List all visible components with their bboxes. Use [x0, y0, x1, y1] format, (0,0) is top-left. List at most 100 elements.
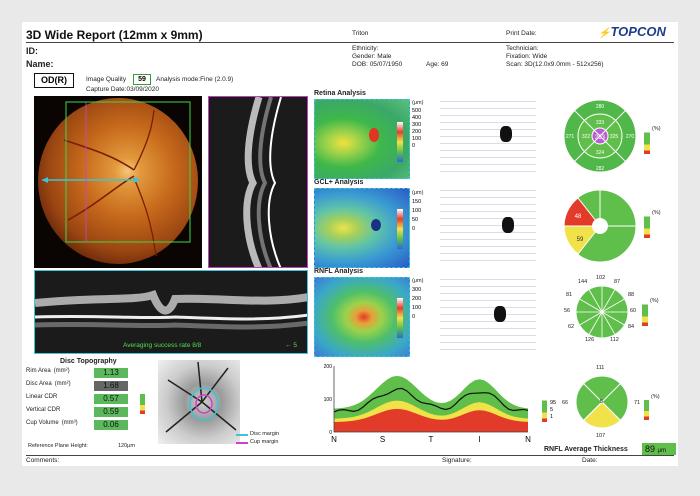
- rnfl-clock-7: 126: [585, 337, 595, 343]
- svg-text:325: 325: [610, 134, 619, 140]
- gcl-unit: (μm): [412, 190, 424, 196]
- tsnit-y-tick: 0: [329, 430, 332, 436]
- rnfl-analysis-title: RNFL Analysis: [314, 268, 364, 275]
- disc-row-label: Disc Area: [26, 381, 52, 387]
- rnfl-clock-12: 102: [596, 275, 606, 281]
- disc-topography-table: Rim Area (mm²) 1.13 Disc Area (mm²) 1.68 Linea…: [24, 368, 136, 440]
- disc-row-unit: (mm²): [53, 368, 70, 374]
- tsnit-y-tick: 200: [324, 364, 333, 370]
- retina-unit: (μm): [412, 100, 424, 106]
- rnfl-quadrant-pct-unit: (%): [651, 394, 660, 400]
- retina-thickness-map: [314, 99, 410, 179]
- retina-deviation-grid: [440, 98, 536, 178]
- disc-margin-swatch: [236, 434, 248, 436]
- eye-badge: OD(R): [34, 73, 74, 88]
- rnfl-quadrant-pct-bar: [644, 398, 649, 420]
- name-label: Name:: [26, 59, 54, 69]
- rnfl-clock-3: 60: [630, 308, 637, 314]
- tsnit-x-label: N: [525, 435, 531, 444]
- header-divider: [26, 42, 674, 43]
- rnfl-quadrant-center: 5: [600, 399, 604, 405]
- retina-disc-spot: [369, 128, 379, 142]
- scan-protocol: Scan: 3D(12.0x9.0mm - 512x256): [506, 61, 604, 68]
- disc-row-label: Vertical CDR: [26, 407, 61, 413]
- gender: Gender: Male: [352, 53, 392, 60]
- rnfl-clock-pct-bar: [642, 302, 648, 326]
- rnfl-average-value: 89 μm: [642, 443, 676, 455]
- rnfl-clock-5: 112: [610, 337, 619, 343]
- svg-text:333: 333: [596, 120, 605, 126]
- horizontal-scan-layers: [35, 290, 307, 330]
- horizontal-oct-scan: Averaging success rate 8/8 ← 5: [34, 270, 308, 354]
- image-quality-label: Image Quality: [86, 76, 127, 83]
- rnfl-quadrant-right: 71: [634, 400, 641, 406]
- gcl-color-bar: [397, 209, 403, 249]
- disc-margin-label: Disc margin: [250, 431, 280, 437]
- rnfl-clock-9: 56: [564, 308, 571, 314]
- disc-topography-row: Rim Area (mm²) 1.13: [26, 368, 128, 378]
- disc-row-label: Cup Volume: [26, 420, 59, 426]
- logo-mark-icon: ⚡: [598, 28, 611, 39]
- tsnit-x-label: N: [331, 435, 337, 444]
- averaging-success: Averaging success rate 8/8: [123, 342, 202, 349]
- rnfl-quadrant-top: 111: [596, 365, 605, 371]
- cup-margin-label: Cup margin: [250, 439, 279, 445]
- disc-row-unit: (mm²): [54, 381, 71, 387]
- rnfl-clock-10: 81: [566, 292, 573, 298]
- image-quality-value: 59: [133, 74, 151, 85]
- tsnit-x-label: S: [380, 435, 385, 444]
- rnfl-quadrant-left: 66: [562, 400, 569, 406]
- fixation: Fixation: Wide: [506, 53, 548, 60]
- rnfl-clock-pct-unit: (%): [650, 298, 659, 304]
- cup-margin-swatch: [236, 442, 248, 444]
- rnfl-thickness-map: [314, 277, 410, 357]
- vertical-scan-layers: [243, 97, 282, 267]
- svg-text:271: 271: [566, 134, 575, 140]
- gcl-pct-bar: [644, 214, 650, 238]
- rnfl-average-label: RNFL Average Thickness: [544, 446, 628, 453]
- tsnit-chart: 200 100 0 N S T I N: [314, 360, 536, 446]
- gcl-analysis-title: GCL+ Analysis: [314, 179, 364, 186]
- rnfl-clock-8: 62: [568, 324, 575, 330]
- disc-topography-image: [158, 360, 240, 444]
- tsnit-x-label: I: [478, 435, 480, 444]
- capture-date: Capture Date:03/09/2020: [86, 86, 159, 93]
- retina-pct-bar: [644, 130, 650, 154]
- signature-label: Signature:: [442, 457, 472, 464]
- disc-row-unit: (mm³): [61, 420, 78, 426]
- tsnit-x-label: T: [429, 435, 434, 444]
- rnfl-quadrant-chart: [575, 375, 629, 429]
- rnfl-unit: (μm): [412, 278, 424, 284]
- rnfl-clock-2: 88: [628, 292, 635, 298]
- svg-text:280: 280: [596, 104, 605, 110]
- retina-sector-chart: 263 333 325 324 322 280 270 282 271: [563, 99, 637, 173]
- gcl-sector-chart: 48 59: [563, 189, 637, 263]
- disc-row-value: 0.59: [94, 407, 128, 417]
- rnfl-color-bar: [397, 298, 403, 338]
- svg-text:322: 322: [582, 134, 591, 140]
- tsnit-patient-line: [333, 387, 529, 413]
- disc-row-value: 0.06: [94, 420, 128, 430]
- retina-center-value: 263: [595, 135, 606, 141]
- svg-text:270: 270: [626, 134, 635, 140]
- device-name: Triton: [352, 30, 369, 37]
- fundus-overlay: [42, 101, 191, 257]
- fundus-photo: [34, 96, 202, 268]
- rnfl-clock-11: 144: [578, 279, 588, 285]
- retina-scale: 500 400 300 200 100 0: [412, 108, 422, 149]
- gcl-disc-spot: [371, 219, 381, 231]
- disc-row-label: Linear CDR: [26, 394, 58, 400]
- dob: DOB: 05/07/1950: [352, 61, 403, 68]
- technician: Technician:: [506, 45, 539, 52]
- ref-plane-label: Reference Plane Height:: [28, 443, 88, 449]
- tsnit-pct-bar: [542, 398, 547, 422]
- ref-plane-value: 120μm: [118, 443, 135, 449]
- gcl-thickness-map: [314, 188, 410, 268]
- disc-topography-row: Vertical CDR 0.59: [26, 407, 128, 417]
- retina-color-bar: [397, 122, 403, 162]
- disc-topography-row: Disc Area (mm²) 1.68: [26, 381, 128, 391]
- analysis-mode: Analysis mode:Fine (2.0.9): [156, 76, 234, 83]
- tsnit-axes: [333, 366, 528, 433]
- ethnicity: Ethnicity:: [352, 45, 379, 52]
- scan-index: ← 5: [285, 342, 297, 349]
